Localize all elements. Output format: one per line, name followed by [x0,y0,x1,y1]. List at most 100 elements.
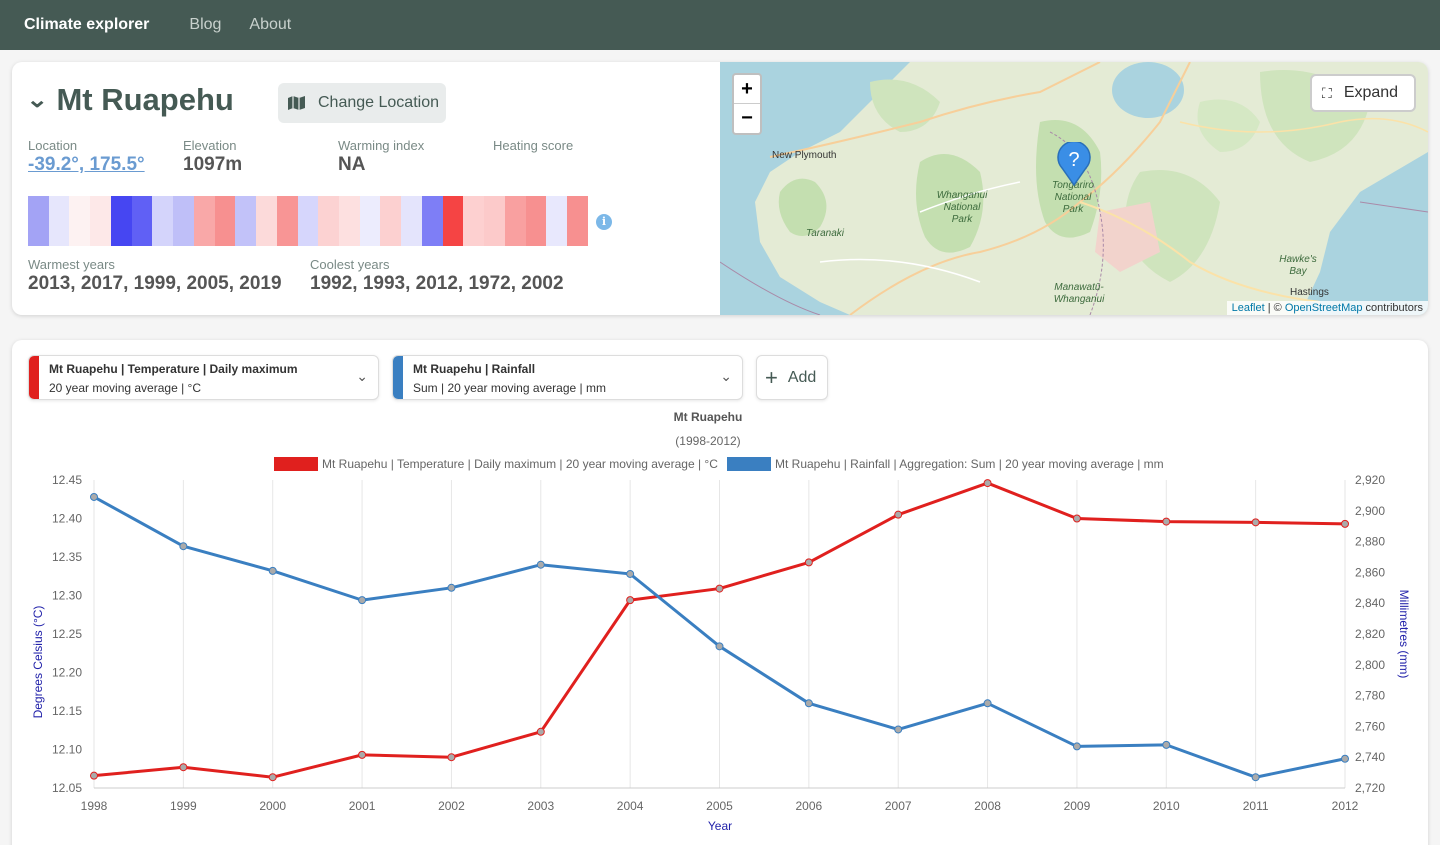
data-point-rainfall[interactable] [358,596,367,605]
location-map[interactable]: New Plymouth Taranaki Whanganui National… [720,62,1428,315]
plus-icon: + [765,364,778,390]
zoom-out-button[interactable]: − [741,107,753,129]
data-point-rainfall[interactable] [447,583,456,592]
stat-warming-value: NA [338,154,366,175]
warmest-years-label: Warmest years [28,257,115,272]
y-right-tick-label: 2,920 [1355,473,1385,487]
warming-stripe [442,196,464,246]
x-tick-label: 2003 [527,799,554,813]
x-tick-label: 2008 [974,799,1001,813]
data-point-rainfall[interactable] [715,642,724,651]
data-point-temperature[interactable] [983,479,992,488]
osm-link[interactable]: OpenStreetMap [1284,302,1363,314]
data-point-rainfall[interactable] [1162,740,1171,749]
info-icon[interactable]: i [596,214,612,230]
series-subtitle: 20 year moving average | °C [49,381,201,395]
legend-swatch-rainfall [727,457,771,471]
warming-stripe [28,196,49,246]
data-point-temperature[interactable] [1341,519,1349,528]
change-location-label: Change Location [318,94,439,111]
y-left-tick-label: 12.10 [52,743,82,757]
map-icon [288,96,305,110]
navbar: Climate explorer Blog About [0,0,1440,50]
add-series-button[interactable]: + Add [756,355,828,400]
brand-link[interactable]: Climate explorer [24,16,150,33]
x-tick-label: 2007 [885,799,912,813]
map-label-whanganui-np: Whanganui National Park [936,190,988,225]
expand-map-button[interactable]: ⛶ Expand [1310,74,1416,112]
legend-swatch-temperature [274,457,318,471]
data-point-temperature[interactable] [358,750,367,759]
data-point-temperature[interactable] [268,773,277,782]
data-point-rainfall[interactable] [536,560,545,569]
y-right-tick-label: 2,800 [1355,658,1385,672]
chevron-down-icon[interactable]: ⌄ [26,87,49,112]
x-tick-label: 2006 [796,799,823,813]
x-tick-label: 2012 [1332,799,1359,813]
data-point-rainfall[interactable] [1251,773,1260,782]
svg-text:?: ? [1068,149,1079,171]
data-point-rainfall[interactable] [983,699,992,708]
zoom-in-button[interactable]: + [734,75,760,104]
legend-label-temperature[interactable]: Mt Ruapehu | Temperature | Daily maximum… [322,457,718,471]
data-point-rainfall[interactable] [804,699,813,708]
data-point-temperature[interactable] [715,584,724,593]
warming-stripe [401,196,422,246]
line-chart: Mt Ruapehu (1998-2012) Mt Ruapehu | Temp… [31,410,1411,833]
data-point-rainfall[interactable] [1072,742,1081,751]
warming-stripe [131,196,153,246]
data-point-temperature[interactable] [626,596,635,605]
data-point-rainfall[interactable] [1341,754,1349,763]
legend-label-rainfall[interactable]: Mt Ruapehu | Rainfall | Aggregation: Sum… [775,457,1164,471]
nav-link-blog[interactable]: Blog [189,16,222,33]
y-left-tick-label: 12.40 [52,512,82,526]
data-point-rainfall[interactable] [90,492,98,501]
coolest-years-value: 1992, 1993, 2012, 1972, 2002 [310,273,564,294]
series-selector-temperature[interactable]: Mt Ruapehu | Temperature | Daily maximum… [28,355,379,400]
chevron-down-icon: ⌄ [720,368,732,384]
y-right-tick-label: 2,760 [1355,719,1385,733]
data-point-temperature[interactable] [447,753,456,762]
warming-stripe [235,196,257,246]
data-point-temperature[interactable] [804,558,813,567]
data-point-temperature[interactable] [90,771,98,780]
data-point-temperature[interactable] [1162,517,1171,526]
data-point-rainfall[interactable] [268,566,277,575]
nav-link-about[interactable]: About [249,16,292,33]
data-point-rainfall[interactable] [626,569,635,578]
y-right-tick-label: 2,720 [1355,781,1385,795]
y-left-tick-label: 12.25 [52,627,82,641]
attrib-sep: | © [1264,302,1285,314]
y-right-tick-label: 2,820 [1355,627,1385,641]
leaflet-link[interactable]: Leaflet [1231,302,1265,314]
series-selector-rainfall[interactable]: Mt Ruapehu | Rainfall Sum | 20 year movi… [392,355,743,400]
warming-stripe [297,196,319,246]
x-tick-label: 2010 [1153,799,1180,813]
coolest-years: Coolest years 1992, 1993, 2012, 1972, 20… [310,257,564,295]
map-label-taranaki: Taranaki [806,228,844,239]
data-point-temperature[interactable] [1072,514,1081,523]
warming-stripe [484,196,505,246]
data-point-temperature[interactable] [179,763,188,772]
warming-stripe [173,196,194,246]
warming-stripe [69,196,91,246]
y-left-tick-label: 12.15 [52,704,82,718]
stat-elevation-value: 1097m [183,154,243,175]
x-axis-label: Year [708,819,732,833]
stat-location-value[interactable]: -39.2°, 175.5° [28,154,145,175]
attrib-tail: contributors [1362,302,1423,314]
change-location-button[interactable]: Change Location [278,83,446,123]
data-point-rainfall[interactable] [179,542,188,551]
warming-stripe [567,196,588,246]
data-point-temperature[interactable] [536,727,545,736]
stat-elevation: Elevation 1097m [183,138,242,176]
data-point-rainfall[interactable] [894,725,903,734]
chart-card: Mt Ruapehu | Temperature | Daily maximum… [12,340,1428,845]
x-tick-label: 2001 [349,799,376,813]
data-point-temperature[interactable] [894,510,903,519]
y-axis-left-label: Degrees Celsius (°C) [31,606,45,719]
location-marker-icon[interactable]: ? [1056,140,1092,191]
y-right-tick-label: 2,860 [1355,565,1385,579]
data-point-temperature[interactable] [1251,518,1260,527]
warming-stripe [525,196,547,246]
